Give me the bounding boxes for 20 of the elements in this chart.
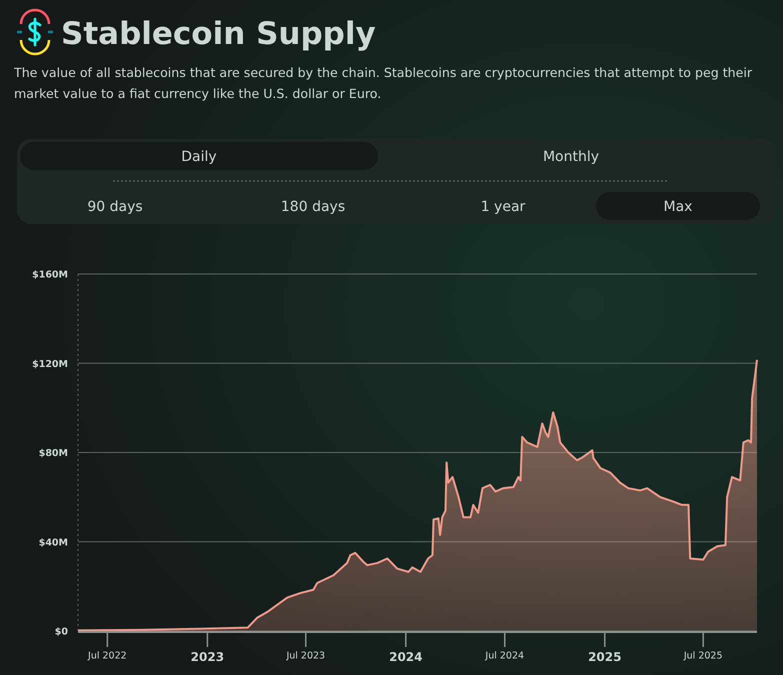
text: 1 year [480,199,526,215]
x-tick-label: 2023 [190,650,224,664]
text: 90 days [87,199,143,215]
y-tick-label: $0 [54,626,68,638]
y-tick-label: $40M [38,537,68,548]
y-tick-label: $160M [32,270,68,280]
x-tick-label: 2025 [588,650,622,664]
text: Daily [181,149,217,165]
text: Max [664,199,692,215]
x-tick-label: 2024 [389,650,423,664]
x-tick-label: Jul 2025 [682,650,723,662]
chart-title: Stablecoin Supply [61,16,376,52]
text: Monthly [542,149,600,165]
x-tick-label: Jul 2023 [285,650,326,662]
x-tick-label: Jul 2024 [484,650,524,662]
chart-subtitle: The value of all stablecoins that are secured by the chain. Stablecoins are cryptocurrencies that attempt to peg their market value to a fiat currency like the U.S. dollar or Euro. [14,64,754,103]
text: 180 days [280,199,346,215]
x-tick-label: Jul 2022 [87,650,127,662]
y-tick-label: $80M [38,448,68,459]
y-tick-label: $120M [32,358,68,370]
